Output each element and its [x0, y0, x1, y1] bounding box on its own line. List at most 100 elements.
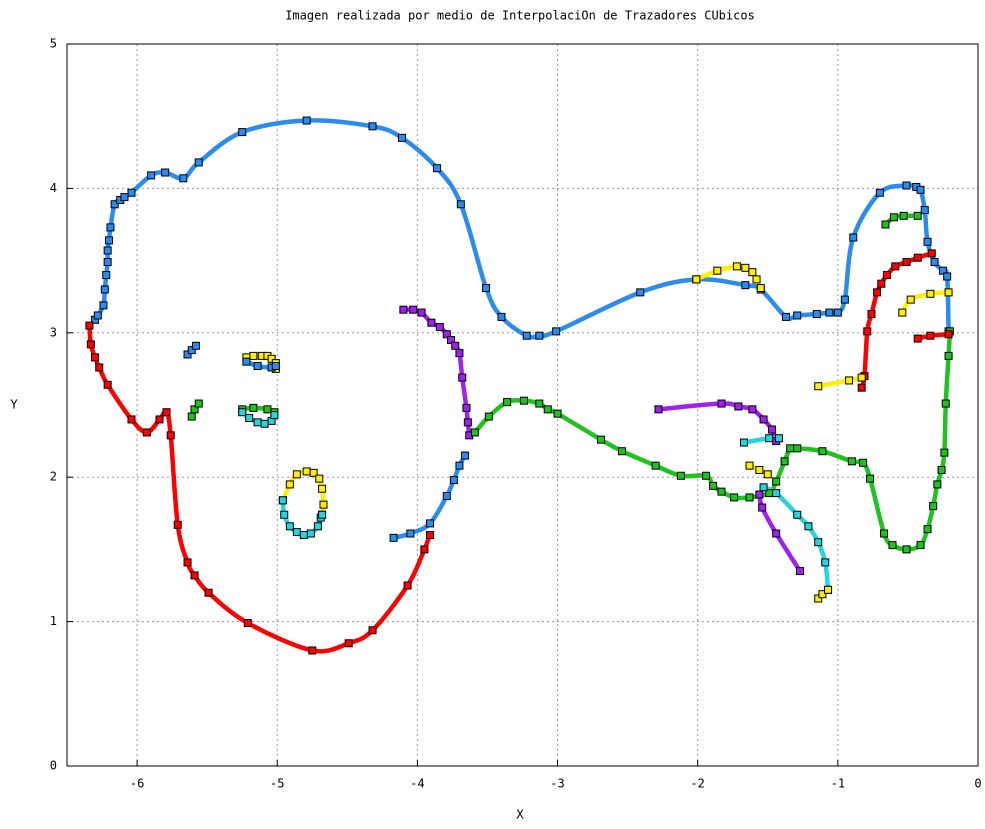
point-marker [195, 400, 202, 407]
point-marker [753, 276, 760, 283]
point-marker [882, 221, 889, 228]
point-marker [271, 412, 278, 419]
point-marker [286, 481, 293, 488]
point-marker [693, 276, 700, 283]
point-marker [942, 400, 949, 407]
point-marker [619, 448, 626, 455]
point-marker [250, 404, 257, 411]
point-marker [924, 526, 931, 533]
point-marker [883, 272, 890, 279]
point-marker [874, 289, 881, 296]
point-marker [860, 459, 867, 466]
point-marker [733, 263, 740, 270]
point-marker [390, 534, 397, 541]
point-marker [914, 212, 921, 219]
y-tick-label: 5 [50, 37, 57, 51]
point-marker [917, 542, 924, 549]
point-marker [174, 521, 181, 528]
point-marker [864, 328, 871, 335]
point-marker [773, 490, 780, 497]
point-marker [781, 458, 788, 465]
point-marker [742, 264, 749, 271]
point-marker [794, 511, 801, 518]
point-marker [797, 568, 804, 575]
point-marker [261, 420, 268, 427]
point-marker [931, 259, 938, 266]
point-marker [749, 269, 756, 276]
point-marker [180, 175, 187, 182]
point-marker [773, 478, 780, 485]
point-marker [903, 182, 910, 189]
point-marker [757, 285, 764, 292]
point-marker [881, 530, 888, 537]
point-marker [782, 313, 789, 320]
x-tick-label: 0 [974, 777, 981, 791]
y-tick-label: 1 [50, 614, 57, 628]
point-marker [104, 381, 111, 388]
point-marker [749, 406, 756, 413]
point-marker [86, 322, 93, 329]
point-marker [462, 452, 469, 459]
point-marker [407, 530, 414, 537]
point-marker [878, 280, 885, 287]
point-marker [917, 186, 924, 193]
point-marker [456, 350, 463, 357]
point-marker [787, 445, 794, 452]
point-marker [92, 354, 99, 361]
point-marker [536, 332, 543, 339]
point-marker [404, 582, 411, 589]
point-marker [930, 503, 937, 510]
point-marker [398, 134, 405, 141]
point-marker [554, 410, 561, 417]
point-marker [934, 481, 941, 488]
point-marker [143, 429, 150, 436]
point-marker [677, 472, 684, 479]
point-marker [286, 523, 293, 530]
y-tick-label: 0 [50, 759, 57, 773]
point-marker [300, 531, 307, 538]
x-tick-label: -4 [410, 777, 424, 791]
point-marker [459, 374, 466, 381]
point-marker [815, 539, 822, 546]
point-marker [107, 224, 114, 231]
point-marker [450, 477, 457, 484]
point-marker [456, 462, 463, 469]
point-marker [101, 286, 108, 293]
point-marker [452, 342, 459, 349]
point-marker [320, 501, 327, 508]
point-marker [96, 364, 103, 371]
point-marker [775, 435, 782, 442]
point-marker [243, 358, 250, 365]
point-marker [104, 247, 111, 254]
point-marker [163, 409, 170, 416]
point-marker [293, 529, 300, 536]
point-marker [876, 189, 883, 196]
point-marker [87, 341, 94, 348]
point-marker [899, 309, 906, 316]
point-marker [945, 331, 952, 338]
point-marker [921, 207, 928, 214]
point-marker [718, 488, 725, 495]
x-tick-label: -5 [270, 777, 284, 791]
point-marker [536, 400, 543, 407]
point-marker [718, 400, 725, 407]
point-marker [319, 485, 326, 492]
point-marker [254, 419, 261, 426]
point-marker [768, 426, 775, 433]
point-marker [746, 462, 753, 469]
point-marker [868, 311, 875, 318]
point-marker [760, 484, 767, 491]
point-marker [94, 312, 101, 319]
point-marker [195, 159, 202, 166]
point-marker [834, 309, 841, 316]
point-marker [205, 589, 212, 596]
x-tick-label: -1 [831, 777, 845, 791]
chart: Imagen realizada por medio de Interpolac… [0, 0, 985, 825]
point-marker [121, 194, 128, 201]
point-marker [756, 491, 763, 498]
y-axis-label: Y [10, 398, 18, 412]
point-marker [485, 413, 492, 420]
point-marker [927, 332, 934, 339]
point-marker [746, 494, 753, 501]
point-marker [731, 494, 738, 501]
